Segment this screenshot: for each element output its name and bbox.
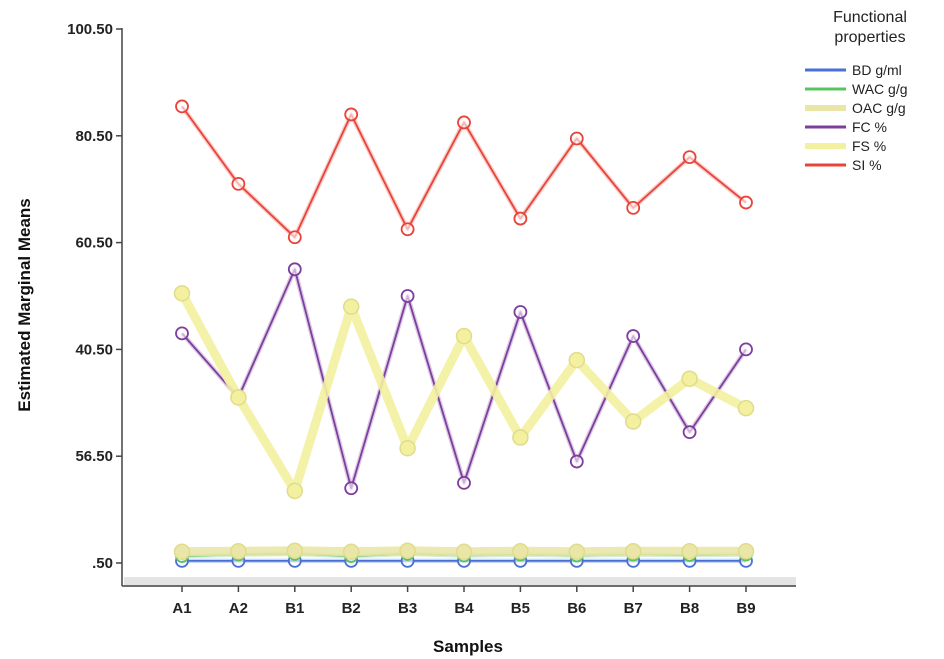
data-point [682,425,697,440]
x-tick-label: B9 [736,600,755,617]
data-point [737,399,755,417]
data-point [457,115,471,130]
x-axis: A1 A2 B1 B2 B3 B4 B5 B6 B7 B8 B9 [172,586,756,617]
legend-label: WAC g/g [852,81,908,97]
data-point [682,150,697,165]
data-point [681,543,698,560]
y-tick-label: 40.50 [75,341,113,358]
x-tick-label: B3 [398,600,417,617]
y-tick-label: .50 [92,555,113,572]
series-group [173,285,755,500]
data-point [399,542,416,559]
x-tick-label: B2 [342,600,361,617]
data-point [287,230,302,245]
data-point [568,351,586,369]
data-point [512,429,529,446]
data-point [624,413,642,430]
series-group [173,542,755,561]
legend-label: OAC g/g [852,100,906,116]
data-point [624,543,642,560]
data-point [513,211,528,226]
data-point [342,298,360,315]
x-tick-label: B8 [680,600,699,617]
y-tick-label: 56.50 [75,448,113,465]
y-tick-label: 100.50 [67,21,113,38]
data-point [342,543,360,561]
data-point [173,285,191,302]
series-group [175,99,753,245]
plot-frame [121,28,796,587]
data-point [569,454,584,469]
legend-label: FS % [852,138,886,154]
x-tick-label: B4 [454,600,474,617]
x-tick-label: B5 [511,600,530,617]
x-tick-label: B1 [285,600,304,617]
series-group [175,262,753,496]
data-point [626,200,641,215]
data-point [455,327,473,345]
data-point [455,543,473,561]
x-tick-label: A2 [229,600,248,617]
legend-label: BD g/ml [852,62,902,78]
data-point [230,389,247,406]
data-point [287,262,302,277]
data-point [739,195,753,210]
data-point [513,305,528,319]
y-tick-label: 80.50 [75,128,113,145]
data-point [286,482,304,500]
y-axis: .50 56.50 40.50 60.50 80.50 100.50 [67,21,122,572]
data-point [739,342,753,357]
data-point [568,543,586,561]
data-point [175,99,189,114]
data-point [457,475,471,490]
data-point [286,542,304,559]
legend-label: SI % [852,157,882,173]
data-point [626,329,641,343]
x-tick-label: A1 [172,600,191,617]
x-tick-label: B6 [567,600,586,617]
data-point [173,543,191,561]
data-point [231,176,246,191]
data-point [175,326,189,341]
data-point [230,543,247,560]
y-tick-label: 60.50 [75,235,113,252]
data-point [400,289,415,303]
data-point [400,222,415,237]
x-axis-title: Samples [433,637,503,656]
legend-title: Functional [833,9,907,26]
series-line [181,268,747,490]
baseline-band [124,577,796,587]
series-line [177,288,751,496]
data-point [344,481,359,496]
data-point [399,439,416,457]
data-point [344,107,359,122]
data-point [569,131,584,146]
data-point [512,543,529,560]
data-point [681,370,698,388]
x-tick-label: B7 [624,600,643,617]
legend: Functional properties BD g/ml WAC g/g OAC g/… [805,9,908,173]
series-layer [173,99,755,568]
y-axis-title: Estimated Marginal Means [15,198,34,412]
legend-label: FC % [852,119,887,135]
series-line-glow [180,267,748,491]
data-point [737,543,755,560]
legend-title: properties [834,29,905,46]
